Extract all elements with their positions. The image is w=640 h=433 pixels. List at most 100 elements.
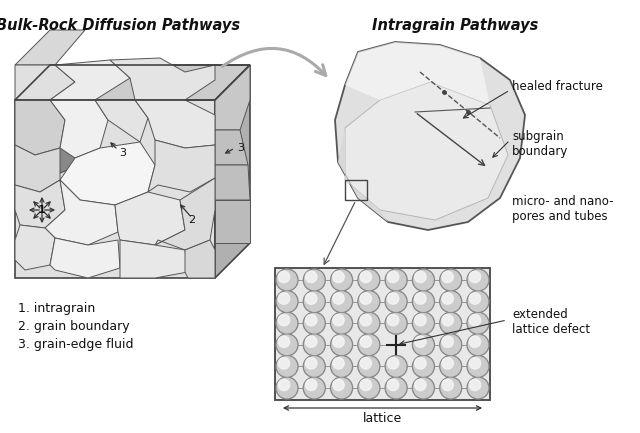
- Circle shape: [467, 312, 489, 334]
- Polygon shape: [45, 180, 118, 245]
- Circle shape: [442, 314, 453, 326]
- Circle shape: [415, 358, 426, 369]
- Circle shape: [467, 269, 489, 291]
- Circle shape: [387, 379, 399, 391]
- Polygon shape: [135, 100, 215, 148]
- Circle shape: [305, 271, 317, 283]
- Circle shape: [469, 336, 481, 347]
- Polygon shape: [185, 240, 215, 278]
- Circle shape: [358, 269, 380, 291]
- Circle shape: [469, 271, 481, 283]
- Circle shape: [441, 270, 460, 290]
- Circle shape: [468, 378, 488, 397]
- Circle shape: [303, 334, 325, 356]
- Circle shape: [467, 334, 489, 356]
- Circle shape: [441, 313, 460, 333]
- Circle shape: [468, 357, 488, 376]
- Circle shape: [305, 378, 324, 397]
- Circle shape: [359, 335, 378, 355]
- Circle shape: [359, 313, 378, 333]
- Polygon shape: [215, 65, 250, 130]
- Circle shape: [469, 379, 481, 391]
- Circle shape: [440, 355, 461, 378]
- Circle shape: [412, 355, 435, 378]
- Text: healed fracture: healed fracture: [512, 80, 603, 93]
- Circle shape: [415, 271, 426, 283]
- Polygon shape: [335, 42, 525, 230]
- Circle shape: [332, 292, 351, 311]
- Circle shape: [387, 314, 399, 326]
- Circle shape: [303, 291, 325, 313]
- Polygon shape: [15, 225, 55, 270]
- Circle shape: [360, 336, 371, 347]
- Polygon shape: [155, 178, 215, 250]
- Circle shape: [441, 357, 460, 376]
- Circle shape: [276, 377, 298, 399]
- Circle shape: [387, 293, 399, 304]
- Circle shape: [359, 292, 378, 311]
- Text: 1. intragrain: 1. intragrain: [18, 302, 95, 315]
- Circle shape: [305, 335, 324, 355]
- Circle shape: [412, 377, 435, 399]
- Circle shape: [305, 313, 324, 333]
- Circle shape: [442, 358, 453, 369]
- Circle shape: [415, 293, 426, 304]
- Text: 2. grain boundary: 2. grain boundary: [18, 320, 130, 333]
- Circle shape: [278, 336, 290, 347]
- Circle shape: [331, 377, 353, 399]
- Circle shape: [441, 335, 460, 355]
- Circle shape: [305, 292, 324, 311]
- Polygon shape: [110, 58, 215, 100]
- Text: 3: 3: [237, 143, 244, 153]
- Circle shape: [414, 357, 433, 376]
- Circle shape: [468, 335, 488, 355]
- Polygon shape: [15, 100, 65, 155]
- Bar: [345, 180, 367, 200]
- Circle shape: [277, 292, 297, 311]
- Circle shape: [360, 314, 371, 326]
- Polygon shape: [215, 165, 250, 200]
- Circle shape: [278, 271, 290, 283]
- Circle shape: [277, 357, 297, 376]
- Circle shape: [332, 270, 351, 290]
- Circle shape: [387, 378, 406, 397]
- Circle shape: [387, 292, 406, 311]
- Circle shape: [442, 293, 453, 304]
- Circle shape: [412, 334, 435, 356]
- Circle shape: [360, 379, 371, 391]
- Polygon shape: [215, 130, 248, 165]
- Circle shape: [333, 358, 344, 369]
- Circle shape: [359, 357, 378, 376]
- Circle shape: [441, 378, 460, 397]
- Circle shape: [305, 357, 324, 376]
- Circle shape: [385, 269, 407, 291]
- Circle shape: [333, 314, 344, 326]
- Polygon shape: [50, 60, 130, 100]
- Polygon shape: [15, 65, 250, 100]
- Polygon shape: [15, 100, 75, 155]
- Circle shape: [276, 334, 298, 356]
- Circle shape: [305, 358, 317, 369]
- Circle shape: [467, 291, 489, 313]
- Polygon shape: [345, 82, 508, 220]
- Circle shape: [360, 271, 371, 283]
- Circle shape: [358, 334, 380, 356]
- FancyArrowPatch shape: [222, 48, 326, 75]
- Circle shape: [333, 336, 344, 347]
- Text: 1: 1: [38, 205, 46, 215]
- Circle shape: [332, 313, 351, 333]
- Text: 3. grain-edge fluid: 3. grain-edge fluid: [18, 338, 134, 351]
- Circle shape: [440, 291, 461, 313]
- Circle shape: [359, 270, 378, 290]
- Circle shape: [440, 312, 461, 334]
- Circle shape: [331, 334, 353, 356]
- Circle shape: [303, 269, 325, 291]
- Polygon shape: [15, 30, 85, 65]
- Circle shape: [331, 355, 353, 378]
- Circle shape: [440, 269, 461, 291]
- Circle shape: [360, 358, 371, 369]
- Circle shape: [303, 355, 325, 378]
- Circle shape: [387, 270, 406, 290]
- Circle shape: [278, 358, 290, 369]
- Circle shape: [305, 293, 317, 304]
